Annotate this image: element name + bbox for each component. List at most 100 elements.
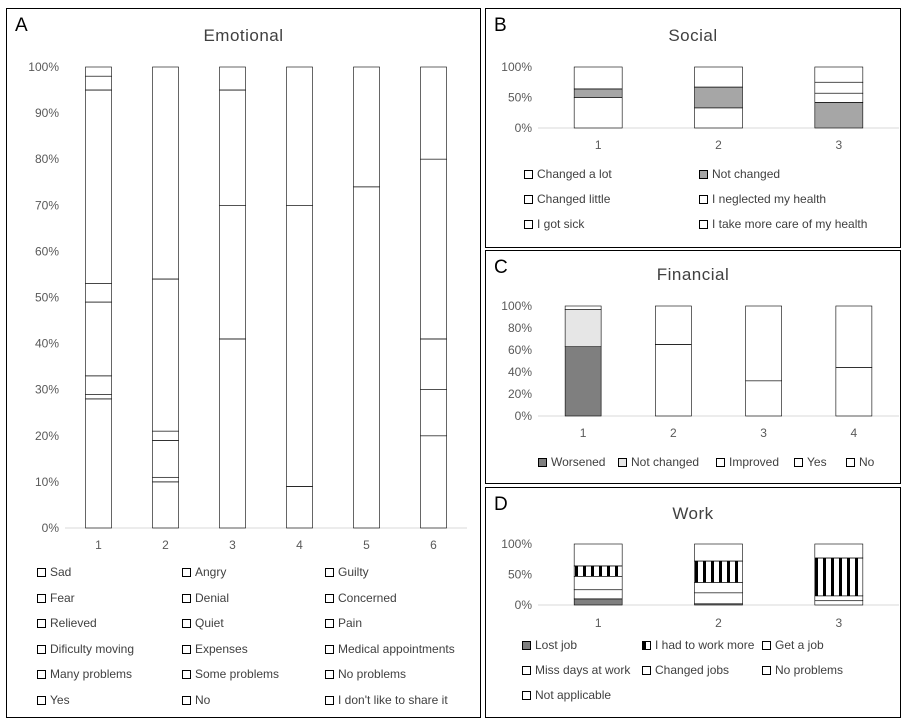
legend-swatch	[699, 220, 708, 230]
panel-label-b: B	[494, 15, 507, 36]
legend-swatch	[846, 458, 855, 468]
bar-segment	[694, 543, 743, 562]
legend-item: Changed little	[524, 192, 610, 206]
y-tick-label: 100%	[501, 60, 532, 74]
legend-label: Medical appointments	[338, 641, 455, 656]
legend-swatch	[762, 641, 771, 651]
x-tick-label: 6	[430, 538, 437, 552]
legend-item: Quiet	[182, 616, 224, 630]
legend-swatch	[182, 568, 191, 578]
legend-swatch	[182, 593, 191, 603]
legend-swatch	[182, 619, 191, 629]
legend-swatch	[524, 220, 533, 230]
legend-swatch	[37, 619, 46, 629]
legend-item: No	[182, 693, 210, 707]
legend-swatch	[699, 195, 708, 205]
legend-swatch	[618, 458, 627, 468]
bar-segment	[573, 66, 623, 90]
x-tick-label: 2	[715, 138, 722, 152]
legend-label: Miss days at work	[535, 663, 631, 677]
bar-segment	[835, 367, 873, 417]
legend-label: No	[195, 692, 211, 707]
legend-item: I take more care of my health	[699, 217, 867, 231]
legend-swatch	[522, 666, 531, 676]
bar-segment	[694, 86, 743, 109]
legend-item: Improved	[716, 455, 779, 469]
legend-swatch	[325, 644, 334, 654]
bar-segment	[152, 278, 179, 432]
bar-segment	[564, 308, 602, 348]
legend-swatch	[716, 458, 725, 468]
bar-segment	[564, 305, 602, 310]
bar-segment	[694, 592, 743, 605]
legend-item: Yes	[37, 693, 70, 707]
legend-swatch	[699, 170, 708, 180]
legend-label: I don't like to share it	[338, 692, 448, 707]
bar-segment	[219, 205, 246, 340]
legend-label: I neglected my health	[712, 192, 827, 206]
legend-item: Not applicable	[522, 688, 611, 702]
legend-label: Expenses	[195, 641, 248, 656]
legend-swatch	[524, 195, 533, 205]
x-tick-label: 3	[760, 426, 767, 440]
bar-segment	[745, 305, 782, 382]
panel-financial: C Financial 0% 20% 40% 60% 80% 100% 1 2 3 4 Worse…	[485, 250, 901, 484]
legend-item: Angry	[182, 565, 226, 579]
panel-label-a: A	[15, 15, 28, 36]
legend-swatch	[182, 695, 191, 705]
legend-item: Guilty	[325, 565, 369, 579]
chart-title-financial: Financial	[656, 265, 730, 284]
x-tick-label: 3	[835, 616, 842, 630]
legend-item: I don't like to share it	[325, 693, 448, 707]
legend-label: Many problems	[50, 667, 133, 681]
bar-segment	[152, 430, 179, 441]
legend-label: Fear	[50, 590, 75, 605]
legend-label: Not changed	[712, 167, 781, 181]
bar-segment	[655, 305, 692, 345]
legend-item: No problems	[762, 663, 843, 677]
legend-label: Some problems	[195, 667, 280, 681]
bar-segment	[85, 283, 112, 303]
x-tick-label: 3	[835, 138, 842, 152]
y-tick-label: 30%	[35, 383, 59, 397]
y-tick-label: 50%	[35, 291, 59, 305]
legend-label: Get a job	[775, 638, 824, 652]
bar-segment	[420, 435, 447, 529]
bar-segment	[219, 338, 246, 529]
legend-item: Changed jobs	[642, 663, 729, 677]
bar-segment	[420, 66, 447, 160]
panel-label-c: C	[494, 257, 508, 278]
legend-label: Angry	[195, 565, 227, 579]
legend-swatch	[762, 666, 771, 676]
bar-segment	[814, 595, 864, 602]
y-tick-label: 80%	[508, 321, 532, 335]
y-tick-label: 90%	[35, 106, 59, 120]
legend-label: Changed a lot	[537, 167, 612, 181]
panel-label-d: D	[494, 494, 508, 515]
x-tick-label: 4	[851, 426, 858, 440]
bar-segment	[573, 576, 623, 591]
panel-social: B Social 0% 50% 100% 1 2 3 Changed a lot Not c…	[485, 8, 901, 248]
legend-item: Medical appointments	[325, 642, 455, 656]
bar-segment	[286, 486, 313, 529]
bar-segment	[420, 158, 447, 340]
legend-label: I had to work more	[655, 638, 755, 652]
bar-segment	[814, 543, 864, 559]
bar-segment	[573, 88, 623, 98]
bar-segment	[814, 81, 864, 94]
y-tick-label: 40%	[35, 337, 59, 351]
legend-swatch	[325, 670, 334, 680]
legend-item: I got sick	[524, 217, 584, 231]
legend-swatch	[794, 458, 803, 468]
legend-item: Many problems	[37, 667, 132, 681]
legend-item: Pain	[325, 616, 362, 630]
legend-emotional: Sad Angry Guilty Fear Denial Concerned Relieve…	[37, 565, 477, 715]
bar-segment	[353, 186, 380, 529]
legend-label: Not applicable	[535, 688, 612, 702]
y-tick-label: 100%	[28, 60, 59, 74]
bar-segment	[694, 107, 743, 129]
bar-segment	[85, 394, 112, 400]
legend-label: Denial	[195, 590, 230, 605]
bar-segment	[573, 543, 623, 567]
y-tick-label: 80%	[35, 152, 59, 166]
